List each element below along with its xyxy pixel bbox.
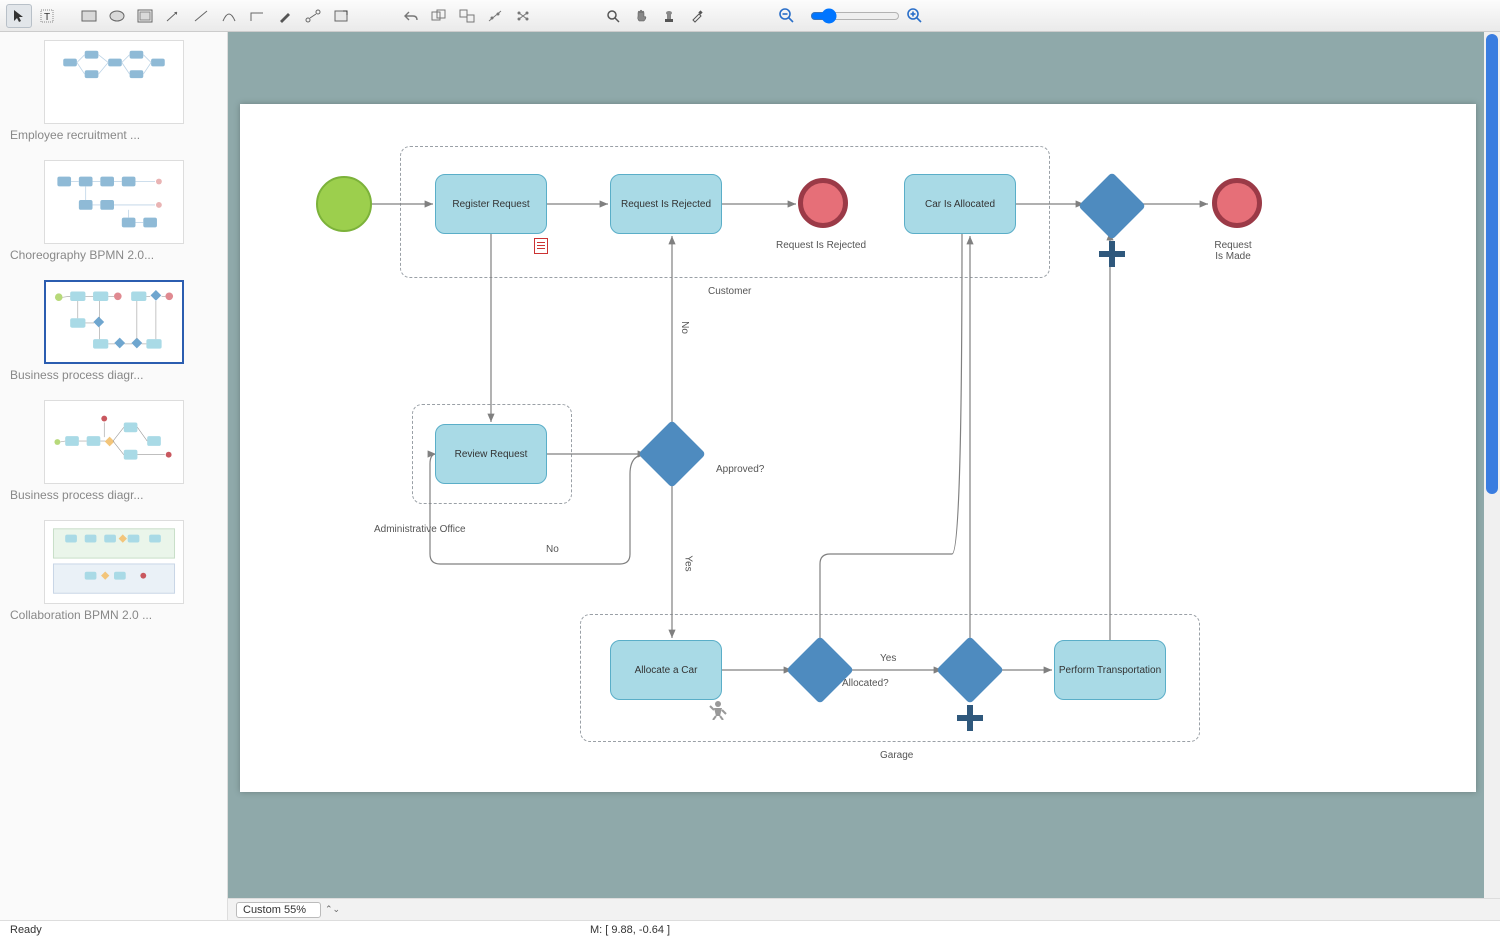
end-event-made-label: RequestIs Made	[1208, 240, 1258, 262]
edge-label-yes-1: Yes	[683, 555, 694, 571]
lane-garage-label: Garage	[880, 750, 913, 761]
thumbnail-2-label: Business process diagr...	[10, 368, 217, 382]
diagram-paper[interactable]: Customer Administrative Office Garage	[240, 104, 1476, 792]
edge-label-no-2: No	[546, 544, 559, 555]
vertical-scrollbar-thumb[interactable]	[1486, 34, 1498, 494]
task-register-label: Register Request	[452, 199, 529, 210]
thumbnail-0[interactable]	[44, 40, 184, 124]
task-transport[interactable]: Perform Transportation	[1054, 640, 1166, 700]
lane-customer-label: Customer	[708, 286, 751, 297]
group-tool[interactable]	[426, 4, 452, 28]
task-review-label: Review Request	[455, 449, 528, 460]
zoom-select-label: Custom 55%	[243, 904, 306, 916]
status-bar: Ready M: [ 9.88, -0.64 ]	[0, 920, 1500, 938]
gateway-approved[interactable]	[648, 430, 696, 478]
zoom-tool[interactable]	[600, 4, 626, 28]
main-area: Employee recruitment ... Choreography BP…	[0, 32, 1500, 920]
gateway-parallel-2[interactable]	[946, 646, 994, 694]
task-allocated[interactable]: Car Is Allocated	[904, 174, 1016, 234]
stamp-tool[interactable]	[656, 4, 682, 28]
thumbnail-2[interactable]	[44, 280, 184, 364]
arrow-tool[interactable]	[160, 4, 186, 28]
status-coords: M: [ 9.88, -0.64 ]	[590, 924, 670, 936]
thumbnail-0-label: Employee recruitment ...	[10, 128, 217, 142]
thumbnail-4-label: Collaboration BPMN 2.0 ...	[10, 608, 217, 622]
thumbnail-4[interactable]	[44, 520, 184, 604]
select-tool[interactable]	[6, 4, 32, 28]
task-register[interactable]: Register Request	[435, 174, 547, 234]
task-rejected-label: Request Is Rejected	[621, 199, 711, 210]
gateway-allocated[interactable]	[796, 646, 844, 694]
end-event-rejected-label: Request Is Rejected	[776, 240, 866, 251]
line-tool[interactable]	[188, 4, 214, 28]
task-allocate-label: Allocate a Car	[635, 665, 698, 676]
thumbnail-1[interactable]	[44, 160, 184, 244]
zoom-in-button[interactable]	[902, 4, 928, 28]
toolbar: T	[0, 0, 1500, 32]
person-icon	[708, 700, 728, 720]
edge-label-yes-2: Yes	[880, 653, 896, 664]
orth-tool[interactable]	[244, 4, 270, 28]
thumbnail-1-label: Choreography BPMN 2.0...	[10, 248, 217, 262]
pen-tool[interactable]	[272, 4, 298, 28]
text-tool[interactable]: T	[34, 4, 60, 28]
edge-label-no-1: No	[679, 321, 690, 334]
gateway-parallel-1[interactable]	[1088, 182, 1136, 230]
thumbnail-3-label: Business process diagr...	[10, 488, 217, 502]
lane-admin-label: Administrative Office	[374, 524, 466, 535]
zoom-slider[interactable]	[810, 8, 900, 24]
undo-tool[interactable]	[398, 4, 424, 28]
zoom-bar: Custom 55% ⌃⌄	[228, 898, 1500, 920]
vertical-scrollbar[interactable]	[1484, 32, 1500, 920]
task-allocate[interactable]: Allocate a Car	[610, 640, 722, 700]
thumbnails-sidebar[interactable]: Employee recruitment ... Choreography BP…	[0, 32, 228, 920]
end-event-rejected[interactable]	[798, 178, 848, 228]
artboard-tool[interactable]	[328, 4, 354, 28]
task-transport-label: Perform Transportation	[1059, 665, 1161, 676]
zoom-select[interactable]: Custom 55%	[236, 902, 321, 918]
rect-tool[interactable]	[76, 4, 102, 28]
svg-text:T: T	[44, 12, 50, 23]
thumbnail-3[interactable]	[44, 400, 184, 484]
ellipse-tool[interactable]	[104, 4, 130, 28]
align-tool[interactable]	[482, 4, 508, 28]
gateway-approved-label: Approved?	[716, 464, 764, 475]
connector-tool[interactable]	[300, 4, 326, 28]
start-event[interactable]	[316, 176, 372, 232]
curve-tool[interactable]	[216, 4, 242, 28]
zoom-out-button[interactable]	[774, 4, 800, 28]
zoom-slider-wrap	[810, 8, 900, 24]
task-allocated-label: Car Is Allocated	[925, 199, 995, 210]
task-review[interactable]: Review Request	[435, 424, 547, 484]
gateway-allocated-label: Allocated?	[842, 678, 889, 689]
canvas[interactable]: Customer Administrative Office Garage	[228, 32, 1500, 920]
note-icon	[534, 238, 548, 254]
ungroup-tool[interactable]	[454, 4, 480, 28]
hand-tool[interactable]	[628, 4, 654, 28]
distribute-tool[interactable]	[510, 4, 536, 28]
eyedropper-tool[interactable]	[684, 4, 710, 28]
task-rejected[interactable]: Request Is Rejected	[610, 174, 722, 234]
status-text: Ready	[10, 924, 42, 936]
container-tool[interactable]	[132, 4, 158, 28]
end-event-made[interactable]	[1212, 178, 1262, 228]
zoom-stepper-icon[interactable]: ⌃⌄	[325, 904, 340, 915]
